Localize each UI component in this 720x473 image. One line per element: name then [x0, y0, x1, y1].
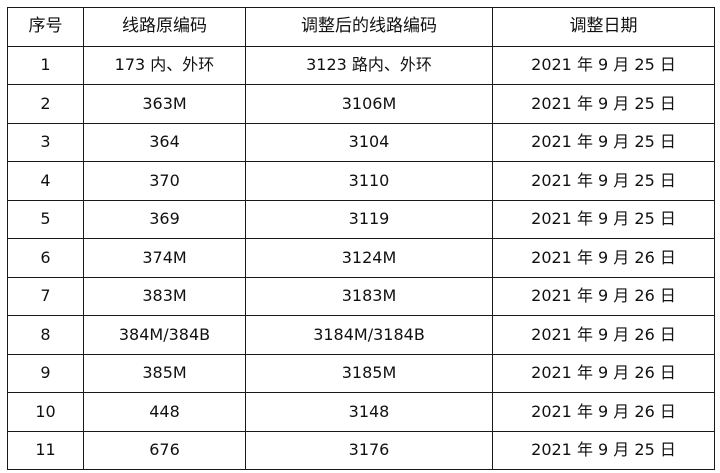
cell-index: 1 [7, 45, 84, 85]
cell-old-code: 369 [83, 199, 246, 239]
header-old-code: 线路原编码 [83, 7, 246, 47]
header-date: 调整日期 [492, 7, 715, 47]
cell-date: 2021 年 9 月 26 日 [492, 276, 715, 316]
cell-date: 2021 年 9 月 26 日 [492, 353, 715, 393]
cell-old-code: 676 [83, 430, 246, 470]
table-row: 7 383M 3183M 2021 年 9 月 26 日 [7, 276, 715, 316]
cell-date: 2021 年 9 月 25 日 [492, 122, 715, 162]
cell-new-code: 3184M/3184B [245, 315, 493, 355]
cell-index: 4 [7, 161, 84, 201]
cell-new-code: 3185M [245, 353, 493, 393]
header-index: 序号 [7, 7, 84, 47]
cell-old-code: 370 [83, 161, 246, 201]
cell-old-code: 384M/384B [83, 315, 246, 355]
cell-index: 2 [7, 84, 84, 124]
cell-date: 2021 年 9 月 26 日 [492, 315, 715, 355]
cell-index: 7 [7, 276, 84, 316]
cell-new-code: 3123 路内、外环 [245, 45, 493, 85]
cell-new-code: 3176 [245, 430, 493, 470]
cell-new-code: 3104 [245, 122, 493, 162]
cell-new-code: 3148 [245, 392, 493, 432]
cell-new-code: 3110 [245, 161, 493, 201]
cell-new-code: 3183M [245, 276, 493, 316]
cell-old-code: 385M [83, 353, 246, 393]
cell-date: 2021 年 9 月 25 日 [492, 199, 715, 239]
table-row: 4 370 3110 2021 年 9 月 25 日 [7, 161, 715, 201]
table-row: 3 364 3104 2021 年 9 月 25 日 [7, 122, 715, 162]
cell-old-code: 364 [83, 122, 246, 162]
table-row: 9 385M 3185M 2021 年 9 月 26 日 [7, 353, 715, 393]
cell-date: 2021 年 9 月 25 日 [492, 430, 715, 470]
cell-index: 3 [7, 122, 84, 162]
table-row: 6 374M 3124M 2021 年 9 月 26 日 [7, 238, 715, 278]
cell-index: 8 [7, 315, 84, 355]
cell-old-code: 374M [83, 238, 246, 278]
cell-index: 9 [7, 353, 84, 393]
cell-old-code: 173 内、外环 [83, 45, 246, 85]
cell-index: 10 [7, 392, 84, 432]
cell-index: 5 [7, 199, 84, 239]
table-row: 5 369 3119 2021 年 9 月 25 日 [7, 199, 715, 239]
header-new-code: 调整后的线路编码 [245, 7, 493, 47]
cell-new-code: 3106M [245, 84, 493, 124]
cell-date: 2021 年 9 月 25 日 [492, 161, 715, 201]
cell-date: 2021 年 9 月 26 日 [492, 238, 715, 278]
cell-old-code: 448 [83, 392, 246, 432]
cell-date: 2021 年 9 月 26 日 [492, 392, 715, 432]
table-row: 2 363M 3106M 2021 年 9 月 25 日 [7, 84, 715, 124]
cell-new-code: 3124M [245, 238, 493, 278]
table-row: 11 676 3176 2021 年 9 月 25 日 [7, 430, 715, 470]
table-row: 10 448 3148 2021 年 9 月 26 日 [7, 392, 715, 432]
cell-date: 2021 年 9 月 25 日 [492, 84, 715, 124]
cell-new-code: 3119 [245, 199, 493, 239]
cell-index: 6 [7, 238, 84, 278]
cell-index: 11 [7, 430, 84, 470]
cell-old-code: 363M [83, 84, 246, 124]
cell-old-code: 383M [83, 276, 246, 316]
route-code-table: 序号 线路原编码 调整后的线路编码 调整日期 1 173 内、外环 3123 路… [7, 7, 715, 470]
cell-date: 2021 年 9 月 25 日 [492, 45, 715, 85]
table-row: 8 384M/384B 3184M/3184B 2021 年 9 月 26 日 [7, 315, 715, 355]
table-row: 1 173 内、外环 3123 路内、外环 2021 年 9 月 25 日 [7, 45, 715, 85]
table-header-row: 序号 线路原编码 调整后的线路编码 调整日期 [7, 7, 715, 47]
